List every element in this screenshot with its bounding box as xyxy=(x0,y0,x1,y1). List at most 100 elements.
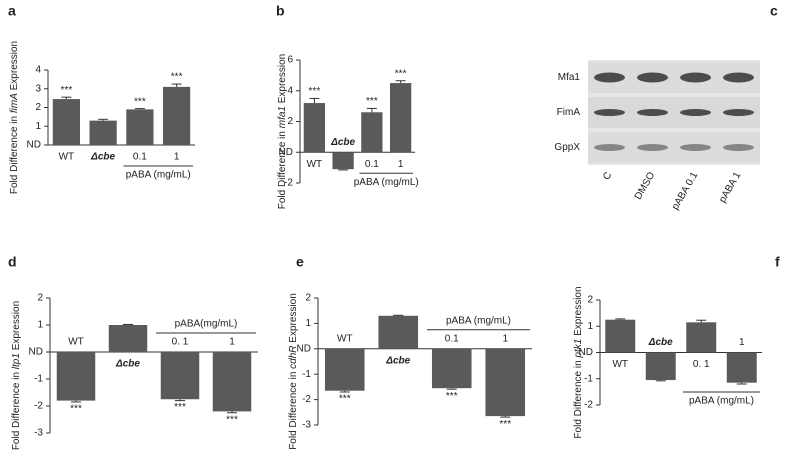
band xyxy=(680,72,711,83)
band-label: FimA xyxy=(557,107,581,118)
y-tick-label: -2 xyxy=(34,401,43,412)
label-part: Fold Difference in xyxy=(9,113,20,194)
bar xyxy=(378,315,419,349)
bar xyxy=(126,109,154,145)
group-label: pABA (mg/mL) xyxy=(446,315,511,326)
x-tick-label: 0. 1 xyxy=(693,359,710,370)
x-tick-label: WT xyxy=(307,159,323,170)
x-tick-label: WT xyxy=(337,333,353,344)
bar xyxy=(303,103,326,153)
y-axis-label: Fold Difference in fimA Expression xyxy=(9,41,20,194)
y-tick-label: ND xyxy=(27,140,41,151)
significance: *** xyxy=(134,96,146,107)
significance: *** xyxy=(309,86,321,97)
y-tick-label: 6 xyxy=(287,55,293,66)
panel-label: d xyxy=(8,254,17,270)
bar xyxy=(332,152,354,170)
label-italic: ptk1 xyxy=(573,339,584,359)
x-tick-label: Δcbe xyxy=(115,359,140,370)
x-tick-label: 0. 1 xyxy=(172,337,189,348)
bar xyxy=(686,322,717,353)
x-tick-label: 0.1 xyxy=(445,333,459,344)
y-tick-label: ND xyxy=(279,147,293,158)
band xyxy=(637,109,668,116)
band xyxy=(723,144,754,151)
label-part: Fold Difference in xyxy=(277,128,288,209)
x-tick-label: Δcbe xyxy=(648,337,673,348)
label-part: Expression xyxy=(573,286,584,338)
band xyxy=(594,144,625,151)
band-label: Mfa1 xyxy=(558,72,581,83)
x-tick-label: 0.1 xyxy=(365,159,379,170)
panel-label: c xyxy=(770,3,778,19)
x-tick-label: WT xyxy=(68,337,84,348)
lane-label: pABA 1 xyxy=(717,170,743,205)
y-tick-label: -2 xyxy=(284,178,293,189)
label-italic: mfa1 xyxy=(277,106,288,128)
bar xyxy=(160,352,200,400)
y-axis-label: Fold Difference in mfa1 Expression xyxy=(277,54,288,209)
y-tick-label: ND xyxy=(29,347,43,358)
y-tick-label: 1 xyxy=(35,121,41,132)
x-tick-label: Δcbe xyxy=(385,355,410,366)
y-tick-label: 2 xyxy=(587,295,593,306)
y-tick-label: 3 xyxy=(35,83,41,94)
bar xyxy=(324,348,365,391)
y-tick-label: 2 xyxy=(287,116,293,127)
bar xyxy=(645,352,676,381)
band xyxy=(637,72,668,83)
bar xyxy=(605,319,636,353)
panel-label: e xyxy=(296,254,304,270)
label-part: Expression xyxy=(277,54,288,106)
y-tick-label: -1 xyxy=(34,374,43,385)
lane-label: C xyxy=(601,170,614,182)
band xyxy=(594,109,625,116)
bar xyxy=(485,348,526,417)
label-part: Expression xyxy=(11,301,22,353)
significance: *** xyxy=(366,96,378,107)
x-tick-label: 1 xyxy=(502,333,508,344)
label-part: Fold Difference in xyxy=(11,369,22,450)
group-label: pABA (mg/mL) xyxy=(126,170,191,181)
x-tick-label: WT xyxy=(59,152,75,163)
band xyxy=(723,109,754,116)
y-tick-label: -1 xyxy=(302,369,311,380)
y-tick-label: -3 xyxy=(302,420,311,431)
band-label: GppX xyxy=(554,142,580,153)
x-tick-label: 1 xyxy=(398,159,404,170)
panel-label: a xyxy=(8,3,16,19)
bar xyxy=(389,83,412,153)
y-tick-label: 2 xyxy=(305,293,311,304)
band xyxy=(680,109,711,116)
bar xyxy=(431,348,472,389)
y-tick-label: 1 xyxy=(305,318,311,329)
y-tick-label: -2 xyxy=(302,394,311,405)
bar xyxy=(52,99,80,145)
x-tick-label: WT xyxy=(612,359,628,370)
x-tick-label: Δcbe xyxy=(90,152,115,163)
label-italic: cdhR xyxy=(288,345,299,368)
bar xyxy=(89,120,117,145)
bar xyxy=(726,352,757,383)
y-tick-label: -2 xyxy=(584,400,593,411)
label-part: Fold Difference in xyxy=(573,358,584,439)
significance: *** xyxy=(499,419,511,430)
group-label: pABA (mg/mL) xyxy=(689,396,754,407)
x-tick-label: 0.1 xyxy=(133,152,147,163)
x-tick-label: 1 xyxy=(739,337,745,348)
x-tick-label: Δcbe xyxy=(330,137,355,148)
label-part: Expression xyxy=(288,293,299,345)
significance: *** xyxy=(446,391,458,402)
significance: *** xyxy=(339,394,351,405)
band xyxy=(723,72,754,83)
y-tick-label: -3 xyxy=(34,428,43,439)
panel-label: f xyxy=(775,254,780,270)
significance: *** xyxy=(70,404,82,415)
bar xyxy=(56,352,96,401)
x-tick-label: 1 xyxy=(174,152,180,163)
y-tick-label: 1 xyxy=(37,320,43,331)
y-tick-label: ND xyxy=(297,343,311,354)
bar xyxy=(163,86,191,145)
